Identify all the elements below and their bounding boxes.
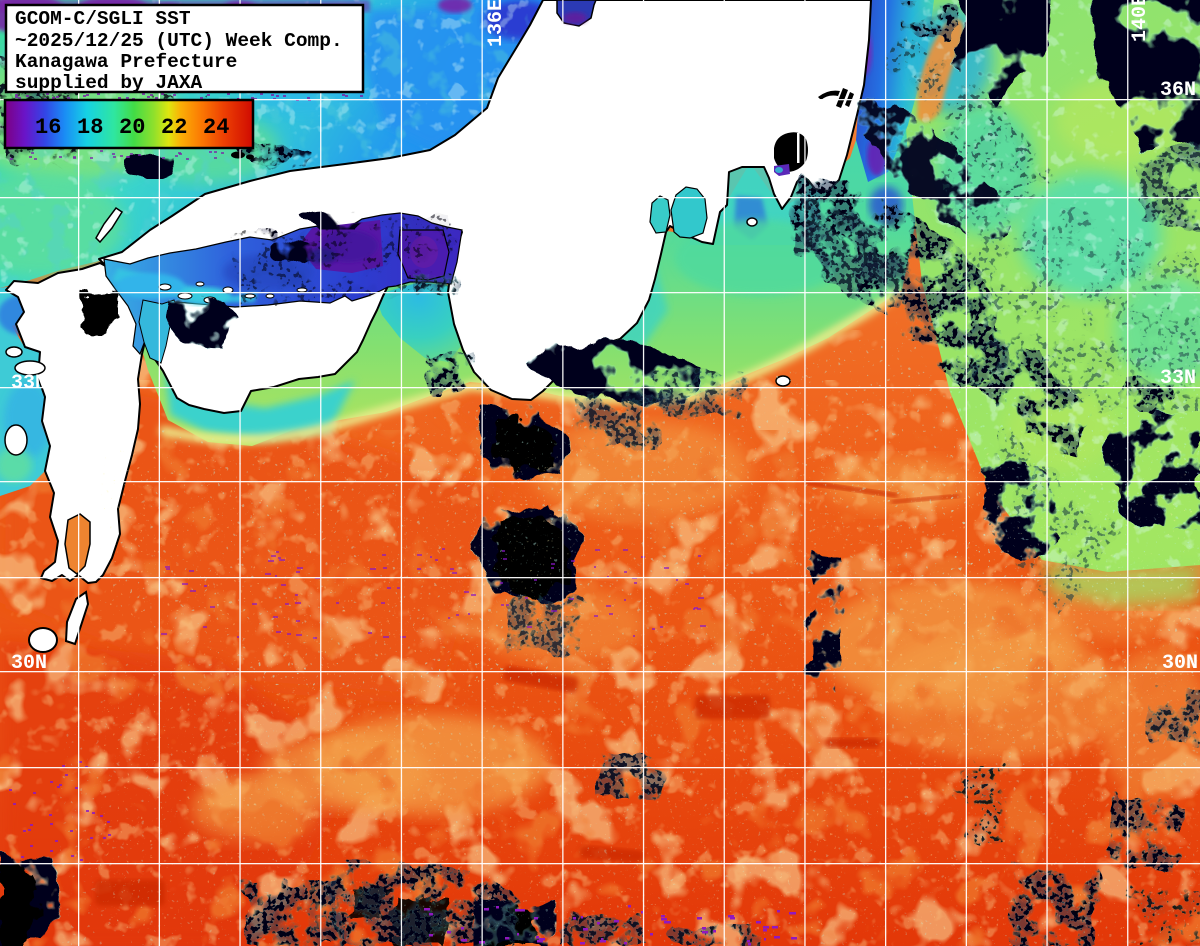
svg-text:supplied by JAXA: supplied by JAXA: [15, 72, 203, 94]
svg-text:Kanagawa Prefecture: Kanagawa Prefecture: [15, 51, 237, 73]
svg-text:140E: 140E: [1129, 0, 1152, 42]
svg-text:24: 24: [203, 115, 229, 140]
svg-text:~2025/12/25 (UTC) Week Comp.: ~2025/12/25 (UTC) Week Comp.: [15, 30, 343, 52]
svg-text:GCOM-C/SGLI SST: GCOM-C/SGLI SST: [15, 8, 191, 30]
svg-text:20: 20: [119, 115, 145, 140]
svg-text:136E: 136E: [485, 0, 508, 47]
svg-text:33N: 33N: [1160, 367, 1196, 390]
svg-text:16: 16: [35, 115, 61, 140]
svg-text:30N: 30N: [11, 652, 47, 675]
svg-text:33N: 33N: [11, 372, 47, 395]
svg-text:36N: 36N: [1160, 79, 1196, 102]
svg-text:22: 22: [161, 115, 187, 140]
svg-text:18: 18: [77, 115, 103, 140]
svg-text:30N: 30N: [1162, 652, 1198, 675]
